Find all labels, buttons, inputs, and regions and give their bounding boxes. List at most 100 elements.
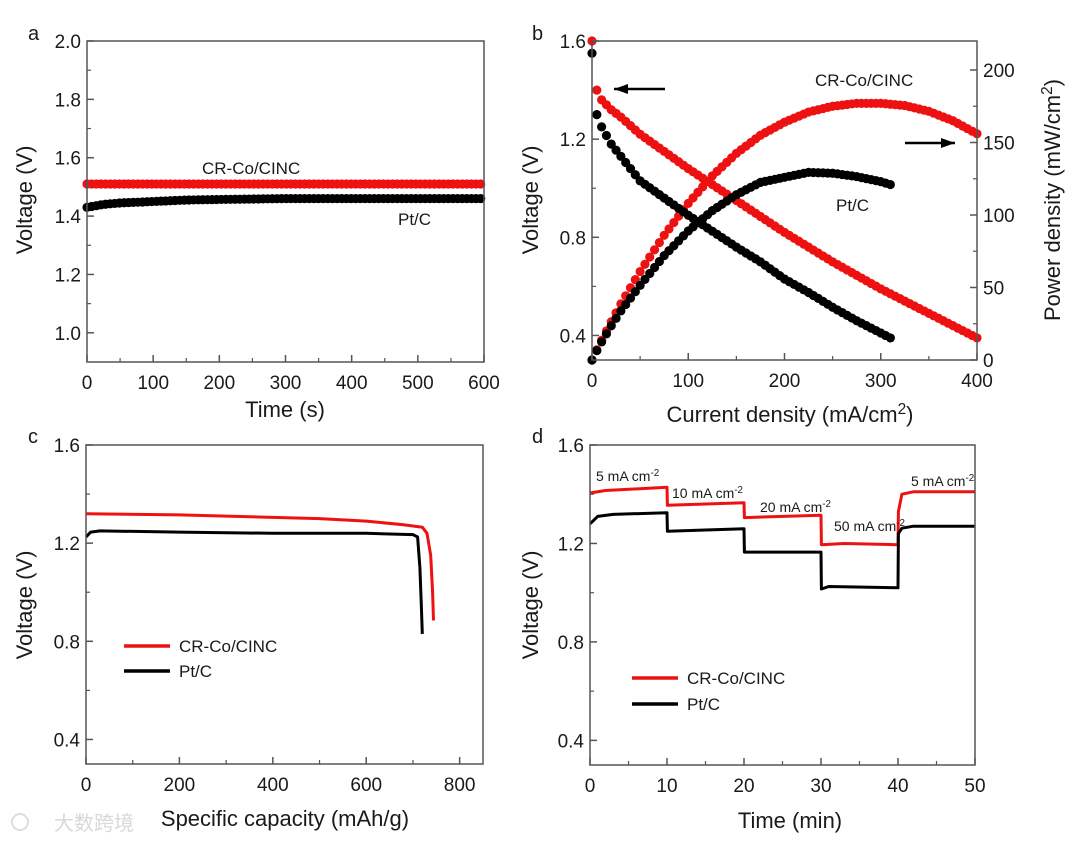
arrow-icon [905, 138, 955, 148]
x-tick-label: 400 [961, 371, 993, 392]
data-point-pt-c-power [606, 321, 616, 331]
annotation-label: CR-Co/CINC [815, 71, 913, 90]
x-axis-label: Time (s) [245, 397, 325, 422]
data-point-pt-c [476, 193, 486, 204]
x-tick-label: 0 [82, 373, 93, 394]
text-part: 5 mA cm [911, 473, 965, 489]
x-tick-label: 100 [672, 371, 704, 392]
text-part: Time (s) [245, 397, 325, 422]
x-tick-label: 600 [468, 373, 500, 394]
data-point-pt-c-power [611, 313, 621, 323]
data-point-cr-co-cinc-voltage [592, 85, 602, 95]
x-tick-label: 10 [656, 776, 677, 797]
data-point-pt-c-power [616, 306, 626, 316]
legend: CR-Co/CINC Pt/C [632, 669, 785, 714]
plot-frame [85, 444, 484, 765]
text-part: Voltage (V) [518, 551, 543, 660]
y2-tick-label: 50 [983, 279, 1004, 300]
y-tick-label: 1.2 [560, 130, 586, 151]
y-axis-label: Voltage (V) [12, 146, 37, 255]
y-tick-label: 1.6 [560, 32, 586, 53]
y-tick-label: 0.8 [560, 228, 586, 249]
x-tick-label: 200 [164, 775, 196, 796]
y2-tick-label: 0 [983, 351, 994, 372]
panel-letter: d [532, 426, 543, 448]
x-axis-label: Current density (mA/cm2) [667, 401, 914, 428]
data-point-pt-c-power [592, 345, 602, 356]
data-point-pt-c-power [597, 337, 607, 347]
annotation-label: 20 mA cm-2 [760, 499, 831, 516]
data-point-pt-c-power [625, 293, 636, 303]
x-tick-label: 800 [444, 775, 476, 796]
watermark: 大数跨境 [11, 812, 134, 835]
watermark-logo-icon [11, 813, 29, 831]
text-part: Voltage (V) [12, 146, 37, 255]
y-tick-label: 0.4 [54, 730, 81, 751]
data-point-pt-c-voltage [597, 122, 607, 132]
legend-item: CR-Co/CINC [124, 637, 277, 656]
data-point-cr-co-cinc-power [645, 252, 655, 262]
y-axis-label: Voltage (V) [518, 146, 543, 255]
data-point-cr-co-cinc-power [669, 217, 679, 228]
text-part: Voltage (V) [12, 551, 37, 660]
data-point-pt-c-power [621, 299, 631, 310]
annotation-label: 50 mA cm-2 [834, 518, 905, 535]
x-tick-label: 50 [964, 776, 985, 797]
text-part: ) [906, 402, 913, 427]
panel-d: d 0 10 20 30 40 50 0.4 0.8 1.2 1.6 Time (min) Voltag… [518, 426, 986, 833]
superscript: -2 [896, 518, 905, 529]
panel-letter: a [28, 23, 40, 45]
annotation-label: Pt/C [398, 210, 431, 229]
text-part: Power density (mW/cm [1040, 95, 1065, 321]
data-point-cr-co-cinc-power [659, 230, 669, 240]
panel-b: b 0 100 200 300 400 0.4 0.8 1.2 1.6 0 50 100 150 200 Po… [518, 23, 1065, 427]
text-part: Specific capacity (mAh/g) [161, 806, 409, 831]
legend-label: CR-Co/CINC [179, 637, 277, 656]
text-part: Current density (mA/cm [667, 402, 898, 427]
panel-letter: c [28, 426, 38, 448]
y-tick-label: 0.4 [558, 731, 585, 752]
data-point-cr-co-cinc-power [640, 259, 650, 269]
y-tick-label: 1.0 [55, 324, 81, 345]
legend-item: Pt/C [632, 695, 720, 714]
watermark-text: 大数跨境 [54, 812, 134, 835]
superscript: 2 [1039, 86, 1056, 95]
legend-label: Pt/C [179, 662, 212, 681]
text-part: 10 mA cm [672, 485, 734, 501]
data-point-pt-c-voltage [592, 110, 602, 120]
superscript: 2 [898, 401, 907, 418]
series-line-cr-co-cinc [589, 485, 975, 547]
x-tick-label: 600 [350, 775, 382, 796]
y2-tick-label: 100 [983, 206, 1015, 227]
text-part: 20 mA cm [760, 499, 822, 515]
x-tick-label: 100 [137, 373, 169, 394]
x-tick-label: 30 [810, 776, 831, 797]
data-point-cr-co-cinc-power [664, 224, 674, 234]
legend-label: Pt/C [687, 695, 720, 714]
x-tick-label: 200 [203, 373, 235, 394]
data-point-cr-co-cinc-power [654, 237, 664, 248]
y-tick-label: 0.8 [558, 633, 584, 654]
y-tick-label: 1.8 [55, 90, 81, 111]
annotation-label: Pt/C [836, 196, 869, 215]
panel-c: c 0 200 400 600 800 0.4 0.8 1.2 1.6 Specific capac… [12, 426, 484, 831]
x-tick-label: 0 [585, 776, 596, 797]
legend: CR-Co/CINC Pt/C [124, 637, 277, 681]
y-tick-label: 1.2 [558, 534, 584, 555]
text-part: Time (min) [738, 808, 842, 833]
series-group [587, 36, 982, 365]
series-line-cr-co-cinc [85, 512, 435, 621]
x-tick-label: 300 [270, 373, 302, 394]
series-group [82, 179, 486, 212]
x-axis-label: Specific capacity (mAh/g) [161, 806, 409, 831]
annotation-label: 5 mA cm-2 [911, 473, 974, 490]
y-tick-label: 0.8 [54, 632, 80, 653]
annotation-label: 5 mA cm-2 [596, 468, 659, 485]
y2-tick-label: 200 [983, 61, 1015, 82]
y-tick-label: 1.4 [55, 207, 82, 228]
y-axis-label: Voltage (V) [12, 551, 37, 660]
x-tick-label: 400 [257, 775, 289, 796]
text-part: Voltage (V) [518, 146, 543, 255]
data-point-pt-c-power [885, 179, 895, 190]
